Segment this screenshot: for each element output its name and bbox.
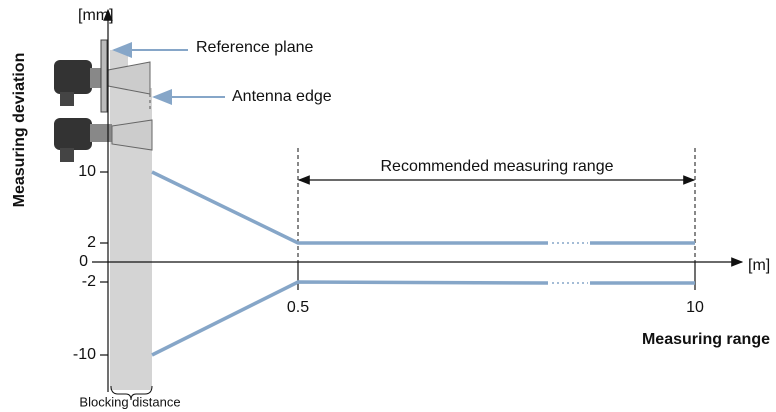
x-unit: [m] [748,257,770,274]
y-axis-label: Measuring deviation [11,53,28,208]
y-tick-label: 2 [87,234,96,251]
x-tick-label: 0.5 [287,299,309,316]
y-tick-label: -10 [73,346,96,363]
device-top [54,39,151,113]
x-tick-label: 10 [686,299,704,316]
annotation: Reference plane [196,39,314,56]
y-tick-label: -2 [82,273,96,290]
y-tick-label: 10 [78,163,96,180]
y-tick-label: 0 [79,253,88,270]
annotation: Blocking distance [79,394,180,409]
upper-limit [151,170,548,245]
y-ticks: 10 2 0 -2 -10 [73,163,108,363]
brace [110,385,153,401]
annotation: Recommended measuring range [380,158,613,175]
blocking-zone [110,50,152,390]
device-bottom [54,118,153,162]
y-unit: [mm] [78,7,114,24]
x-axis-label: Measuring range [642,331,770,348]
annotation: Antenna edge [232,88,332,105]
lower-limit [151,280,549,357]
